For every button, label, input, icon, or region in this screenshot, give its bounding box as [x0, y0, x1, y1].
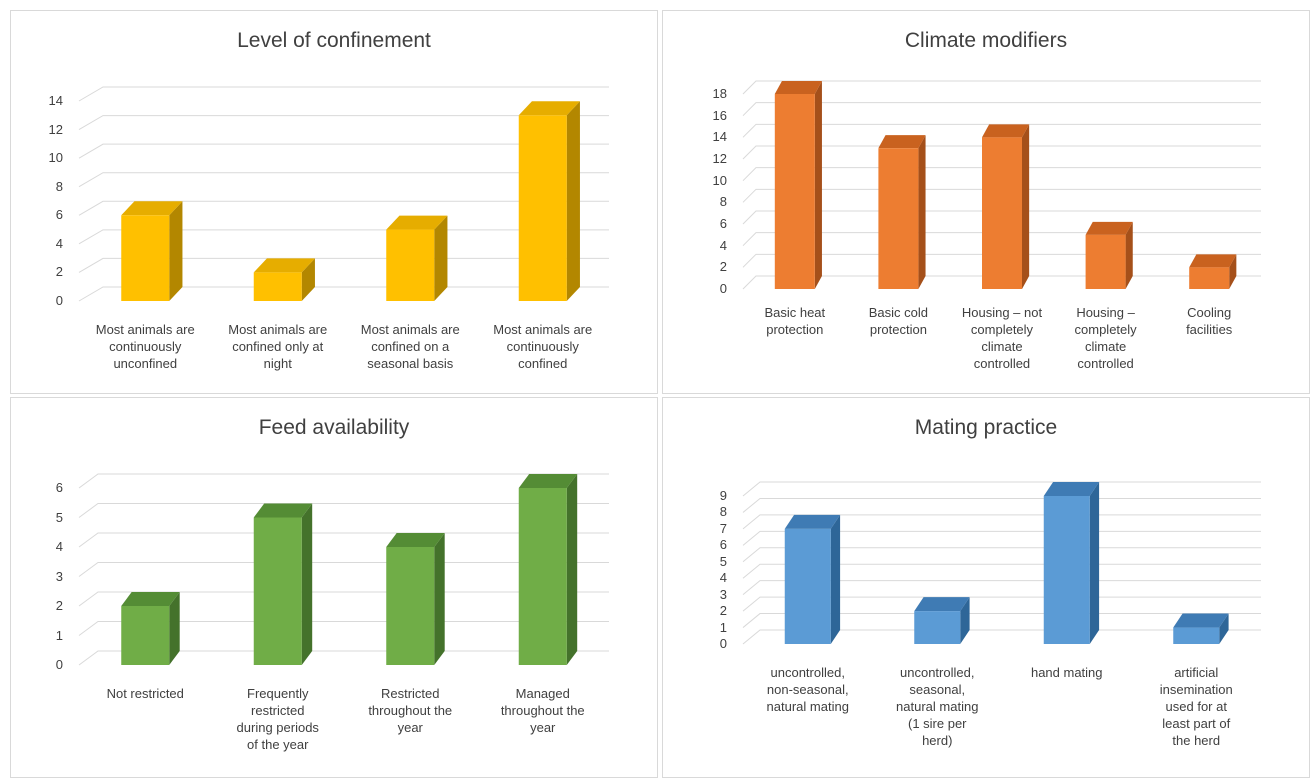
y-tick-label: 1: [55, 627, 63, 643]
bar: [914, 597, 970, 644]
gridline: [78, 143, 609, 159]
y-tick-label: 0: [719, 636, 727, 651]
bar: [253, 503, 313, 665]
bar: [1085, 221, 1133, 289]
y-tick-label: 7: [719, 520, 727, 536]
x-category-label: Housing – completely climate controlled: [1074, 305, 1137, 371]
y-tick-label: 16: [712, 107, 727, 123]
chart-plot: [742, 80, 1261, 290]
y-tick-label: 0: [55, 657, 63, 672]
bar: [982, 124, 1030, 289]
x-category-label: Most animals are confined only at night: [228, 322, 328, 371]
chart-mating-practice: Mating practice 0 1 2 3 4 5 6 7 8 9 uncontrolled, …: [662, 397, 1310, 778]
x-category-label: Managed throughout the year: [500, 686, 585, 735]
gridline: [78, 172, 609, 188]
x-category-label: Cooling facilities: [1186, 305, 1233, 337]
chart-plot: [742, 481, 1261, 645]
x-category-label: Restricted throughout the year: [368, 686, 453, 735]
chart-title: Feed availability: [258, 416, 410, 439]
gridline: [742, 145, 1261, 160]
chart-level-of-confinement: Level of confinement 0 2 4 6 8 10 12 14 Most ani…: [10, 10, 658, 394]
y-tick-label: 3: [55, 568, 63, 584]
x-category-label: Housing – not completely climate control…: [961, 305, 1043, 371]
y-tick-label: 12: [48, 121, 63, 137]
gridline: [742, 102, 1261, 117]
x-category-label: artificial insemination used for at leas…: [1159, 665, 1233, 748]
bar: [386, 533, 445, 665]
gridline: [742, 210, 1261, 225]
y-tick-label: 6: [719, 537, 727, 553]
gridline: [742, 167, 1261, 182]
x-category-label: uncontrolled, seasonal, natural mating (…: [896, 665, 979, 748]
y-tick-label: 2: [55, 264, 63, 280]
y-tick-label: 4: [719, 570, 727, 586]
x-category-label: Not restricted: [106, 686, 184, 701]
bar: [774, 81, 822, 289]
gridline: [78, 473, 609, 489]
bar: [1173, 613, 1229, 644]
gridline: [78, 86, 609, 102]
gridline: [78, 115, 609, 131]
y-tick-label: 6: [719, 216, 727, 231]
gridline: [78, 200, 609, 216]
chart-title: Climate modifiers: [904, 29, 1068, 52]
bar: [121, 592, 180, 665]
y-tick-label: 4: [55, 235, 63, 251]
y-tick-label: 5: [55, 509, 63, 525]
bar: [878, 135, 926, 289]
y-tick-label: 12: [712, 151, 727, 166]
bar: [518, 101, 580, 302]
y-tick-label: 9: [719, 488, 727, 503]
bar: [386, 215, 448, 301]
x-category-label: Most animals are continuously unconfined: [95, 322, 195, 371]
y-tick-label: 14: [712, 129, 727, 145]
y-tick-label: 8: [719, 504, 727, 520]
x-category-label: Most animals are confined on a seasonal …: [360, 322, 460, 371]
y-tick-label: 8: [55, 178, 63, 194]
gridline: [742, 123, 1261, 138]
bar: [121, 201, 183, 301]
x-category-label: hand mating: [1030, 665, 1103, 680]
gridline: [742, 481, 1261, 497]
bar: [784, 514, 841, 644]
gridline: [742, 80, 1261, 95]
y-tick-label: 0: [55, 293, 63, 308]
x-category-label: Frequently restricted during periods of …: [236, 686, 319, 752]
chart-climate-modifiers: Climate modifiers 0 2 4 6 8 10 12 14 16 18 Basic h…: [662, 10, 1310, 394]
y-tick-label: 6: [55, 480, 63, 495]
y-tick-label: 3: [719, 586, 727, 602]
y-tick-label: 10: [712, 172, 727, 188]
bar: [253, 258, 315, 301]
chart-title: Level of confinement: [237, 29, 431, 52]
y-tick-label: 6: [55, 207, 63, 223]
chart-title: Mating practice: [914, 416, 1058, 439]
chart-plot: [78, 473, 609, 666]
gridline: [742, 188, 1261, 203]
gridline: [78, 503, 609, 518]
y-tick-label: 4: [719, 237, 727, 253]
y-tick-label: 2: [55, 598, 63, 613]
y-tick-label: 8: [719, 194, 727, 210]
y-tick-label: 10: [48, 150, 63, 166]
y-tick-label: 5: [719, 553, 727, 569]
y-tick-label: 2: [719, 259, 727, 275]
bar: [518, 474, 578, 665]
bar: [1189, 254, 1237, 289]
x-category-label: Basic heat protection: [764, 305, 826, 337]
y-tick-label: 18: [712, 86, 727, 101]
chart-feed-availability: Feed availability 0 1 2 3 4 5 6 Not restricted F…: [10, 397, 658, 778]
y-tick-label: 0: [719, 281, 727, 296]
x-category-label: Most animals are continuously confined: [493, 322, 593, 371]
x-category-label: uncontrolled, non-seasonal, natural mati…: [766, 665, 849, 714]
y-tick-label: 2: [719, 603, 727, 619]
gridline: [742, 497, 1261, 513]
x-category-label: Basic cold protection: [868, 305, 929, 337]
y-tick-label: 4: [55, 539, 63, 554]
y-tick-label: 1: [719, 619, 727, 635]
chart-plot: [78, 86, 609, 302]
y-tick-label: 14: [48, 93, 63, 108]
bar: [1043, 482, 1100, 644]
